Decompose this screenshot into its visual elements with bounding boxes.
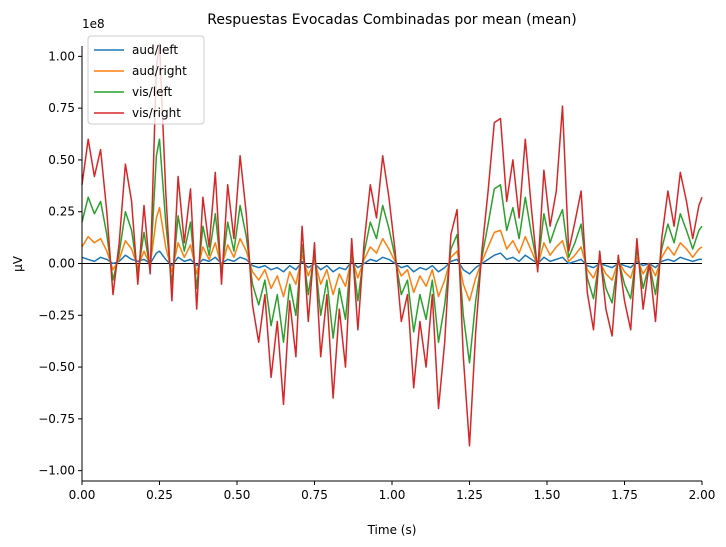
y-tick-label: 0.75 [48,101,75,115]
legend-box [87,35,205,125]
x-tick-label: 1.00 [379,488,406,502]
y-tick-label: 1.00 [48,49,75,63]
x-tick-label: 2.00 [689,488,716,502]
x-tick-label: 0.50 [224,488,251,502]
x-tick-label: 1.75 [611,488,638,502]
chart-title: Respuestas Evocadas Combinadas por mean … [207,12,577,28]
legend-label: aud/right [132,64,187,78]
legend: aud/left aud/right vis/left vis/right [87,35,205,125]
x-tick-label: 1.25 [456,488,483,502]
y-tick-label: −1.00 [38,464,75,478]
y-tick-label: 0.25 [48,205,75,219]
y-tick-label: 0.00 [48,257,75,271]
y-tick-label: 0.50 [48,153,75,167]
x-tick-label: 1.50 [534,488,561,502]
legend-label: vis/left [132,85,172,99]
legend-items: aud/left aud/right vis/left vis/right [94,43,187,120]
x-tick-group: 0.00 0.25 0.50 0.75 1.00 1.25 1.50 1.75 2.00 [69,481,716,502]
series-lines [81,43,703,447]
y-tick-label: −0.50 [38,360,75,374]
y-tick-label: −0.25 [38,308,75,322]
series-line-vis-right [81,43,703,447]
x-tick-label: 0.00 [69,488,96,502]
y-scale-multiplier: 1e8 [82,17,105,31]
y-tick-group: −1.00 −0.75 −0.50 −0.25 0.00 0.25 0.50 0.75 1.00 [38,49,82,478]
x-tick-label: 0.75 [301,488,328,502]
x-tick-label: 0.25 [146,488,173,502]
legend-label: aud/left [132,43,178,57]
legend-label: vis/right [132,106,181,120]
y-tick-label: −0.75 [38,412,75,426]
x-axis-label: Time (s) [367,523,417,537]
y-axis-label: µV [11,255,25,272]
